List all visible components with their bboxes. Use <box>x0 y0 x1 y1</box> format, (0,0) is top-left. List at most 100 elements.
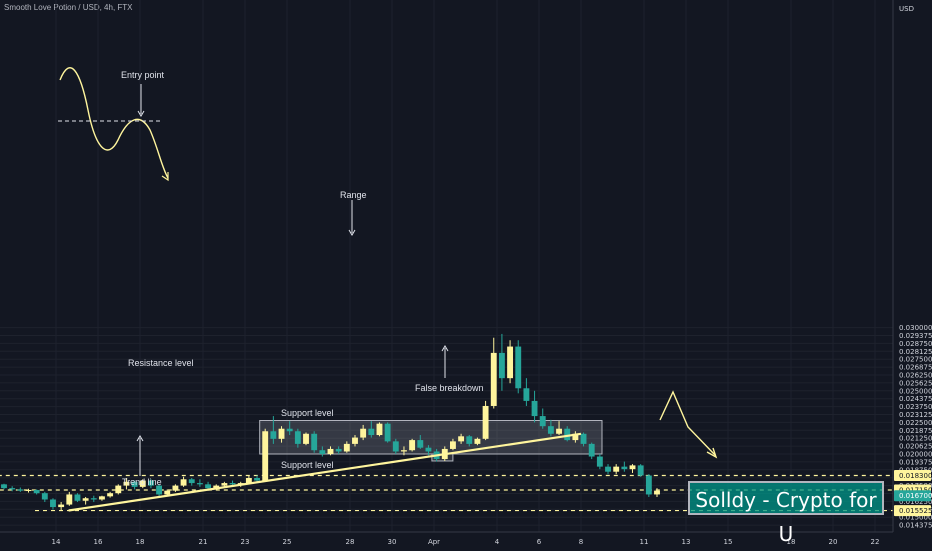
candle-body <box>131 481 138 487</box>
entry-pointer-head <box>137 110 145 117</box>
candle-body <box>621 466 628 470</box>
price-tag-bg <box>894 490 931 502</box>
y-tick-label: 0.028750 <box>899 340 932 348</box>
candle-body <box>596 456 603 467</box>
time-axis-bg <box>0 532 932 550</box>
candle-body <box>1 484 7 489</box>
candle-body <box>41 493 48 500</box>
y-tick-label: 0.025625 <box>899 379 932 387</box>
candle-body <box>409 440 416 451</box>
trend-line <box>68 432 582 512</box>
candle-body <box>107 493 114 497</box>
entry-curve <box>59 67 169 179</box>
time-axis[interactable]: 14 16 18 21 23 25 28 30 Apr 4 6 8 11 13 15 18 20 22 <box>0 531 932 550</box>
candle-body <box>580 433 587 444</box>
candle-body <box>164 490 171 495</box>
y-tick-label: 0.025000 <box>899 387 932 395</box>
candle-body <box>564 428 571 441</box>
candle-body <box>123 481 130 486</box>
price-axis[interactable]: USD0.0143750.0150000.0156250.0162500.016… <box>892 0 932 550</box>
candle-body <box>82 498 89 501</box>
candle-body <box>588 443 595 457</box>
annotation-false-breakdown: False breakdown <box>415 383 484 393</box>
y-tick-label: 0.027500 <box>899 356 932 364</box>
price-axis-bg <box>893 0 932 550</box>
annotation-trend-line: Trend line <box>122 477 162 487</box>
candle-body <box>360 428 367 438</box>
candle-body <box>384 423 391 442</box>
candle-body <box>311 433 318 451</box>
x-tick-label: 11 <box>640 538 649 546</box>
trend-pointer-head <box>136 435 144 442</box>
x-tick-label: 13 <box>682 538 691 546</box>
range-pointer-head <box>348 229 356 236</box>
candle-body <box>401 450 407 452</box>
candle-body <box>139 480 146 487</box>
candle-body <box>180 479 187 486</box>
candle-body <box>196 483 203 485</box>
candle-body <box>74 494 81 501</box>
x-tick-label: 28 <box>346 538 355 546</box>
false-breakdown-pointer-head <box>441 345 449 352</box>
candle-body <box>368 428 375 436</box>
candle-body <box>17 489 24 491</box>
candle-body <box>547 426 554 434</box>
candle-body <box>213 485 220 489</box>
candle-body <box>507 346 514 379</box>
price-tag-label: 0.018300 <box>899 472 932 480</box>
annotation-support-1: Support level <box>281 408 334 418</box>
candle-body <box>278 428 285 439</box>
candle-body <box>9 488 16 490</box>
x-tick-label: 6 <box>537 538 542 546</box>
y-tick-label: 0.019375 <box>899 458 932 466</box>
annotation-resistance: Resistance level <box>128 358 194 368</box>
price-tag-bg <box>894 505 931 517</box>
y-tick-label: 0.028125 <box>899 348 932 356</box>
entry-curve-arrowhead <box>161 172 169 182</box>
candle-body <box>90 498 97 500</box>
x-tick-label: 22 <box>871 538 880 546</box>
chart-title: Smooth Love Potion / USD, 4h, FTX <box>4 3 133 12</box>
price-tag-label: 0.016700 <box>899 492 932 500</box>
candle-body <box>58 504 65 508</box>
candle-body <box>556 428 562 434</box>
annotations: Entry point Range Resistance level Suppo… <box>121 70 484 487</box>
candle-body <box>335 448 342 452</box>
price-tag-label: 0.015525 <box>899 507 932 515</box>
y-tick-label: 0.023750 <box>899 403 932 411</box>
candle-body <box>343 443 350 452</box>
candle-body <box>327 448 334 454</box>
currency-label: USD <box>899 5 914 13</box>
candle-body <box>417 440 424 448</box>
candle-body <box>229 483 236 485</box>
candle-body <box>392 441 399 452</box>
y-tick-label: 0.020000 <box>899 451 932 459</box>
y-tick-label: 0.022500 <box>899 419 932 427</box>
y-tick-label: 0.026250 <box>899 372 932 380</box>
y-tick-label: 0.024375 <box>899 395 932 403</box>
candle-body <box>205 484 212 489</box>
y-tick-label: 0.026875 <box>899 364 932 372</box>
candle-body <box>245 478 252 484</box>
candle-body <box>629 465 636 470</box>
drawings <box>58 67 718 476</box>
projection-arrowhead <box>706 447 718 459</box>
candle-body <box>115 485 122 494</box>
x-tick-label: Apr <box>428 538 440 546</box>
candle-body <box>66 494 73 505</box>
candle-body <box>515 346 522 389</box>
y-tick-label: 0.023125 <box>899 411 932 419</box>
candle-body <box>490 352 497 406</box>
candle-body <box>605 466 611 472</box>
candle-body <box>613 466 620 472</box>
candle-body <box>50 499 56 508</box>
x-tick-label: 8 <box>579 538 583 546</box>
candle-body <box>254 478 260 481</box>
candle-body <box>572 433 579 441</box>
candle-body <box>147 480 154 486</box>
annotation-support-2: Support level <box>281 460 334 470</box>
y-tick-label: 0.015000 <box>899 514 932 522</box>
candle-body <box>637 465 644 476</box>
